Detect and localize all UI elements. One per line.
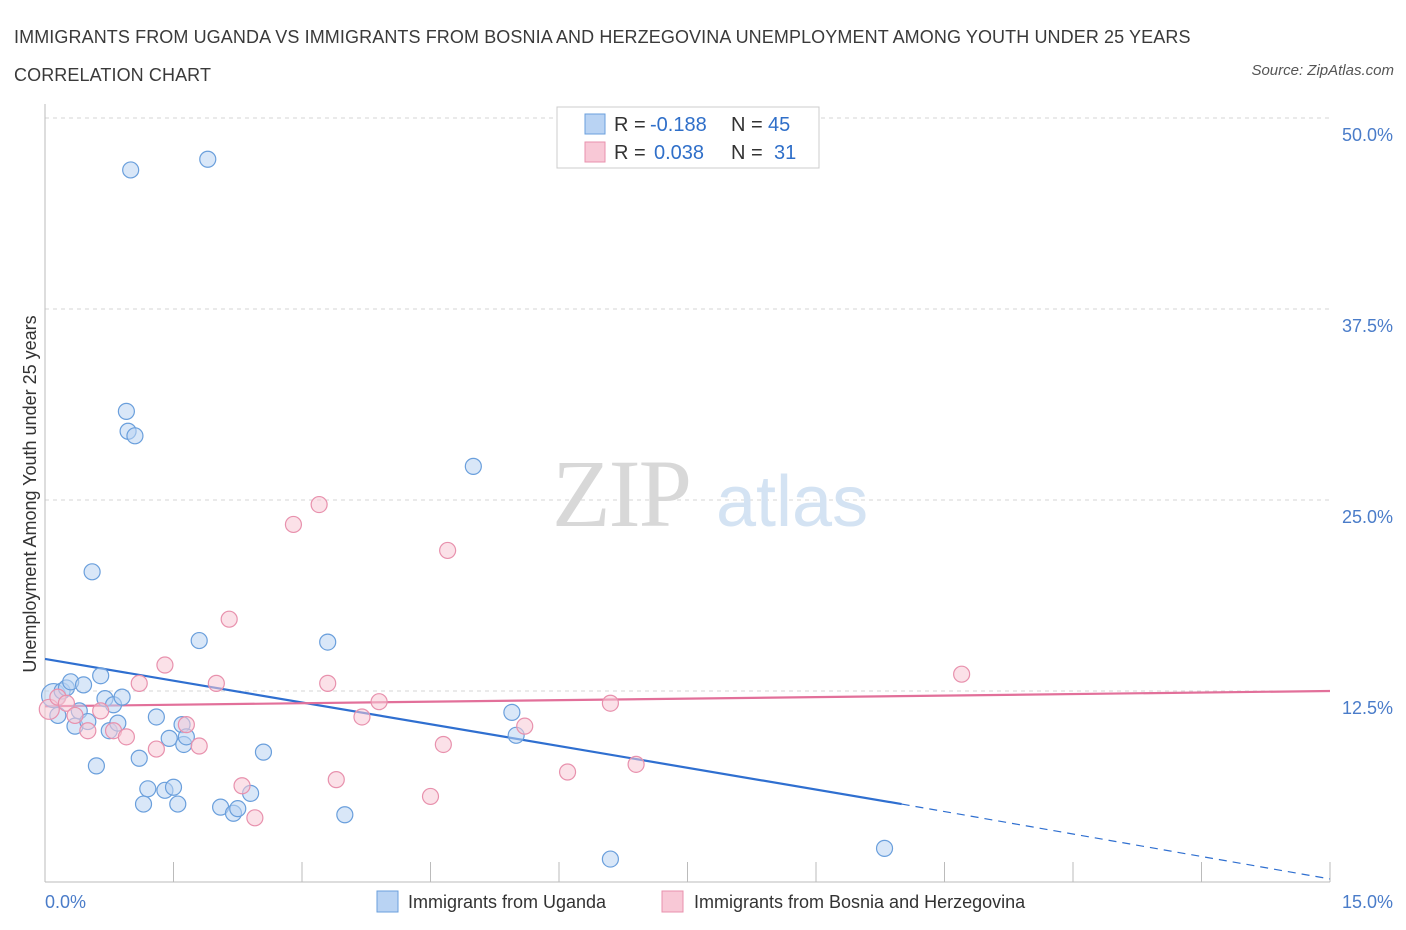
point-bosnia [66,706,84,725]
stats-n-label-bosnia: N = [731,142,763,164]
trend-line-bosnia [44,689,1331,708]
axes [44,104,1331,883]
point-uganda [601,850,620,868]
y-tick-label: 37.5% [1342,316,1393,336]
y-tick-label: 25.0% [1342,507,1393,527]
point-uganda [74,676,93,694]
point-uganda [130,749,148,767]
stats-swatch-bosnia [584,141,606,163]
point-bosnia [370,693,388,711]
point-uganda [160,729,178,747]
stats-n-value-bosnia: 31 [774,142,796,164]
point-bosnia [79,722,97,740]
point-uganda [122,161,140,179]
point-uganda [164,778,183,796]
data-points [38,150,971,868]
tick-labels: 12.5% 25.0% 37.5% 50.0% 0.0% 15.0% [45,125,1393,912]
point-bosnia [353,708,371,726]
stats-r-label-bosnia: R = [614,142,646,164]
stats-r-value-bosnia: 0.038 [654,142,704,164]
point-uganda [169,795,187,813]
point-uganda [464,457,482,475]
point-uganda [147,708,165,726]
trend-lines [44,657,1331,880]
source-label: Source: ZipAtlas.com [1251,62,1394,79]
point-bosnia [220,610,238,628]
watermark-atlas: atlas [716,462,868,542]
x-tick-label: 0.0% [45,892,86,912]
point-bosnia [177,716,195,734]
x-tick-label: 15.0% [1342,892,1393,912]
point-bosnia [953,665,971,683]
point-bosnia [147,740,165,758]
point-uganda [199,150,217,168]
chart-title: IMMIGRANTS FROM UGANDA VS IMMIGRANTS FRO… [14,27,1191,85]
point-uganda [319,633,337,651]
series-legend: Immigrants from Uganda Immigrants from B… [376,890,1026,913]
trend-line-extension-uganda [901,803,1331,880]
legend-label-uganda: Immigrants from Uganda [408,892,607,912]
y-tick-label: 50.0% [1342,125,1393,145]
point-uganda [229,800,247,818]
point-bosnia [601,694,620,712]
legend-swatch-uganda [376,890,399,913]
point-uganda [126,427,144,445]
point-bosnia [421,787,440,806]
point-uganda [254,743,273,761]
stats-r-label-uganda: R = [614,114,646,136]
point-bosnia [190,737,208,755]
point-uganda [83,563,101,581]
trend-line-uganda [44,657,902,806]
point-bosnia [327,771,345,789]
point-bosnia [156,656,174,674]
point-uganda [87,757,106,775]
point-bosnia [558,763,577,781]
point-bosnia [57,694,76,712]
legend-label-bosnia: Immigrants from Bosnia and Herzegovina [694,892,1026,912]
point-bosnia [516,717,534,735]
point-bosnia [434,735,452,754]
point-bosnia [92,702,110,720]
point-uganda [875,839,894,857]
stats-r-value-uganda: -0.188 [650,114,707,136]
y-tick-label: 12.5% [1342,698,1393,718]
point-uganda [113,688,131,706]
y-axis-title: Unemployment Among Youth under 25 years [20,315,40,672]
point-uganda [503,703,521,721]
watermark-zip: ZIP [552,440,690,547]
grid-lines [45,117,1330,692]
point-uganda [92,667,110,685]
point-bosnia [130,674,148,692]
point-bosnia [284,515,303,534]
point-uganda [336,806,354,824]
point-bosnia [439,541,457,560]
point-uganda [139,780,157,798]
point-bosnia [117,728,135,746]
stats-n-label-uganda: N = [731,114,763,136]
stats-swatch-uganda [584,113,606,135]
legend-swatch-bosnia [661,890,684,913]
stats-legend: R = -0.188 N = 45 R = 0.038 N = 31 [556,106,820,169]
point-bosnia [627,755,645,773]
stats-n-value-uganda: 45 [768,114,790,136]
point-bosnia [319,674,337,692]
point-bosnia [246,809,264,827]
point-uganda [117,402,135,420]
point-uganda [190,631,208,650]
point-bosnia [310,495,328,514]
point-bosnia [207,674,225,692]
point-uganda [134,795,153,813]
point-bosnia [233,777,251,795]
